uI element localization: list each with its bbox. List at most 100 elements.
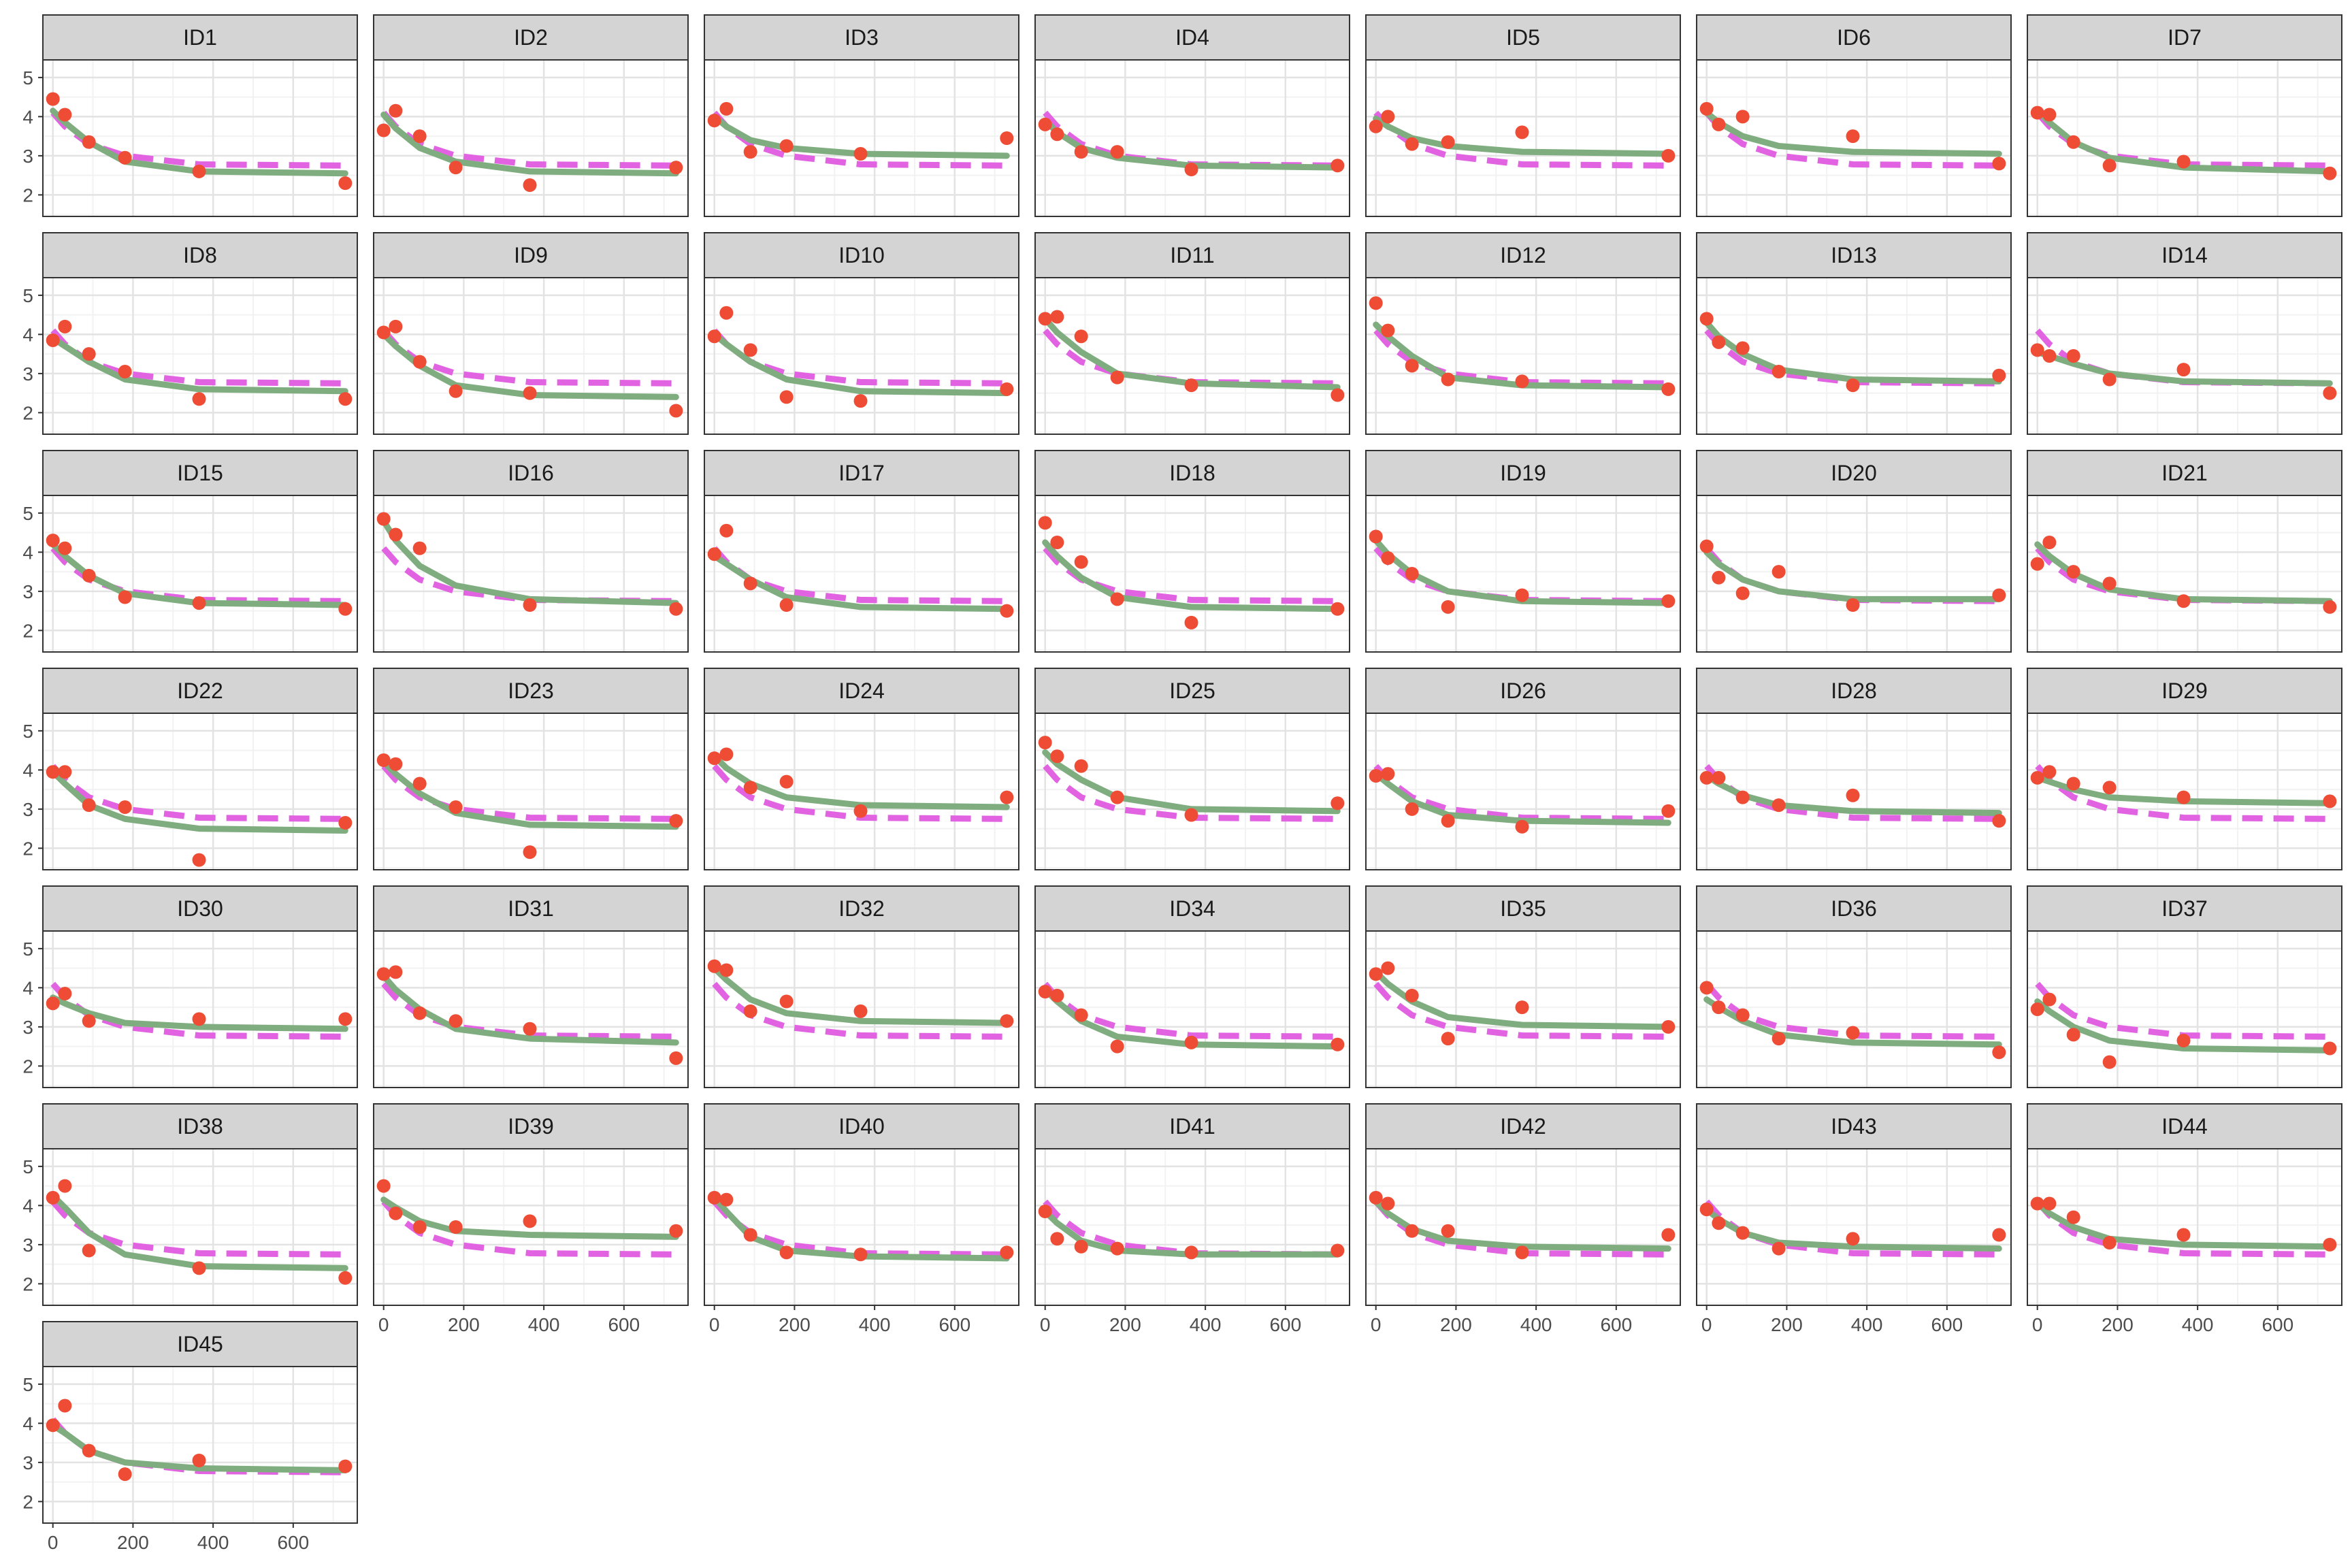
observed-point bbox=[2102, 1055, 2117, 1069]
observed-point bbox=[853, 1004, 868, 1018]
facet-strip-label: ID24 bbox=[838, 679, 885, 703]
facet-strip-label: ID2 bbox=[514, 25, 548, 50]
observed-point bbox=[46, 996, 60, 1011]
observed-point bbox=[1369, 769, 1383, 783]
individual-fit-line bbox=[380, 973, 679, 1046]
facet-panel-id29: ID29 bbox=[2027, 668, 2342, 870]
individual-fit-line bbox=[50, 1422, 348, 1473]
panel-background bbox=[43, 60, 357, 216]
observed-point bbox=[669, 602, 683, 616]
observed-point bbox=[719, 101, 734, 116]
observed-point bbox=[669, 1051, 683, 1065]
observed-point bbox=[1846, 1026, 1860, 1040]
facet-panel-id35: ID35 bbox=[1365, 885, 1681, 1088]
facet-strip-label: ID20 bbox=[1831, 461, 1877, 485]
facet-strip bbox=[1034, 232, 1350, 278]
x-tick-label: 400 bbox=[1851, 1314, 1883, 1335]
facet-panel-id28: ID28 bbox=[1696, 668, 2012, 870]
facet-panel-id19: ID19 bbox=[1365, 450, 1681, 653]
observed-point bbox=[1992, 814, 2006, 828]
observed-point bbox=[1735, 790, 1750, 804]
individual-fit-line bbox=[1703, 319, 2002, 385]
facet-strip bbox=[1034, 14, 1350, 61]
observed-point bbox=[1110, 1241, 1124, 1256]
panel-background bbox=[43, 1367, 357, 1523]
individual-fit-line bbox=[380, 331, 679, 400]
observed-point bbox=[1050, 536, 1064, 549]
facet-panel-id30: ID30 2 3 4 5 bbox=[22, 885, 358, 1088]
facet-panel-id32: ID32 bbox=[704, 885, 1019, 1088]
y-tick-label: 5 bbox=[22, 1156, 33, 1177]
observed-point bbox=[1369, 296, 1383, 310]
observed-point bbox=[779, 139, 794, 153]
observed-point bbox=[1000, 1245, 1014, 1260]
panel-background bbox=[1035, 931, 1350, 1088]
panel-background bbox=[43, 931, 357, 1088]
observed-point bbox=[82, 1443, 96, 1458]
observed-point bbox=[1846, 598, 1860, 612]
facet-strip bbox=[704, 885, 1019, 932]
panel-background bbox=[1697, 931, 2011, 1088]
y-tick-label: 3 bbox=[22, 1235, 33, 1256]
observed-point bbox=[192, 596, 206, 610]
observed-point bbox=[707, 114, 721, 128]
facet-panel-id9: ID9 bbox=[373, 232, 689, 435]
panel-background bbox=[1697, 495, 2011, 652]
facet-strip bbox=[1696, 885, 2012, 932]
observed-point bbox=[1771, 365, 1786, 378]
observed-point bbox=[2066, 135, 2080, 149]
observed-point bbox=[1846, 378, 1860, 393]
observed-point bbox=[1992, 368, 2006, 382]
observed-point bbox=[412, 1220, 427, 1234]
observed-point bbox=[1330, 1037, 1345, 1051]
facet-strip-label: ID7 bbox=[2168, 25, 2202, 50]
x-tick-label: 200 bbox=[1771, 1314, 1803, 1335]
individual-fit-line bbox=[1373, 968, 1671, 1030]
observed-point bbox=[2042, 536, 2057, 549]
observed-point bbox=[118, 365, 132, 378]
individual-fit-line bbox=[1373, 1198, 1671, 1252]
observed-point bbox=[2176, 594, 2191, 608]
observed-point bbox=[118, 800, 132, 814]
facet-panel-id22: ID22 2 3 4 5 bbox=[22, 668, 358, 870]
x-tick-label: 0 bbox=[1371, 1314, 1382, 1335]
facet-panel-id34: ID34 bbox=[1034, 885, 1350, 1088]
y-tick-label: 4 bbox=[22, 542, 33, 563]
observed-point bbox=[1038, 1205, 1052, 1218]
facet-panel-id15: ID15 2 3 4 5 bbox=[22, 450, 358, 653]
observed-point bbox=[1038, 516, 1052, 530]
observed-point bbox=[46, 534, 60, 548]
x-tick-label: 600 bbox=[2261, 1314, 2293, 1335]
facet-strip bbox=[1365, 1103, 1681, 1149]
observed-point bbox=[743, 343, 757, 357]
x-tick-label: 0 bbox=[378, 1314, 389, 1335]
observed-point bbox=[2042, 992, 2057, 1007]
observed-point bbox=[523, 598, 537, 612]
observed-point bbox=[1381, 767, 1395, 781]
facet-strip-label: ID13 bbox=[1831, 243, 1877, 267]
observed-point bbox=[1735, 110, 1750, 124]
facet-panel-id44: ID44 0 200 400 600 bbox=[2027, 1103, 2342, 1335]
observed-point bbox=[1735, 341, 1750, 355]
observed-point bbox=[58, 765, 72, 779]
facet-strip bbox=[42, 232, 358, 278]
facet-strip bbox=[373, 668, 689, 714]
observed-point bbox=[2030, 557, 2044, 571]
facet-strip-label: ID42 bbox=[1500, 1114, 1546, 1139]
facet-strip-label: ID35 bbox=[1500, 896, 1546, 921]
x-tick-label: 200 bbox=[2102, 1314, 2134, 1335]
observed-point bbox=[719, 1192, 734, 1207]
facet-panel-id3: ID3 bbox=[704, 14, 1019, 217]
y-tick-label: 3 bbox=[22, 146, 33, 167]
facet-panel-id10: ID10 bbox=[704, 232, 1019, 435]
observed-point bbox=[779, 774, 794, 789]
observed-point bbox=[707, 547, 721, 561]
observed-point bbox=[82, 798, 96, 813]
individual-fit-line bbox=[2034, 998, 2333, 1054]
observed-point bbox=[2323, 1237, 2337, 1252]
facet-panel-id17: ID17 bbox=[704, 450, 1019, 653]
y-tick-label: 5 bbox=[22, 503, 33, 524]
panel-background bbox=[1035, 60, 1350, 216]
individual-fit-line bbox=[1703, 549, 2002, 602]
observed-point bbox=[1000, 131, 1014, 145]
